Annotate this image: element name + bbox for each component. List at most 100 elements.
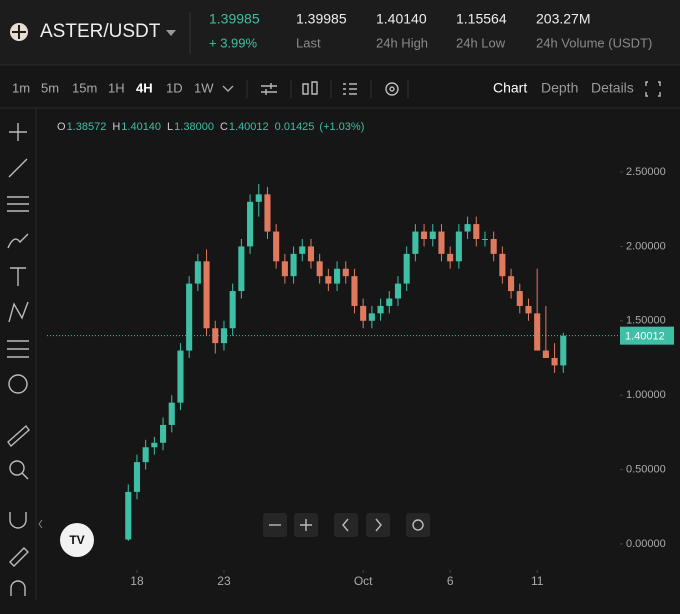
y-tick-label: 2.50000: [626, 166, 666, 178]
candle-body: [142, 447, 149, 463]
x-tick-label: Oct: [354, 574, 373, 588]
legend-label: C: [220, 121, 228, 133]
interval[interactable]: 1D: [166, 80, 183, 95]
candle-body: [394, 283, 402, 299]
candle-body: [203, 261, 210, 329]
candle-body: [255, 194, 262, 202]
candle-body: [481, 238, 489, 240]
candle-body: [360, 305, 367, 321]
legend-value: 1.38572: [67, 121, 107, 133]
tab[interactable]: Depth: [541, 80, 578, 96]
candle-body: [499, 253, 506, 277]
legend-label: H: [112, 121, 120, 133]
stat-label: Last: [296, 35, 321, 50]
candle-body: [542, 350, 549, 359]
ohlc-legend: O 1.38572 H 1.40140 L 1.38000 C 1.40012 0.01425 (…: [57, 121, 364, 133]
candle-body: [551, 358, 558, 366]
x-tick-label: 23: [217, 574, 231, 588]
candle-body: [229, 291, 236, 329]
y-tick-label: 1.50000: [626, 315, 666, 327]
stat-value: 1.40140: [376, 11, 427, 27]
legend-change-pct: (+1.03%): [319, 121, 364, 133]
candle-body: [342, 268, 349, 277]
pair-caret[interactable]: [166, 30, 176, 36]
interval[interactable]: 1H: [108, 80, 125, 95]
legend-value: 1.40012: [229, 121, 269, 133]
candle-body: [307, 246, 315, 262]
legend-label: L: [167, 121, 173, 133]
candle-body: [299, 246, 306, 254]
x-tick-label: 11: [531, 574, 544, 588]
candle-body: [438, 231, 445, 254]
stat-label: 24h Volume (USDT): [536, 35, 652, 50]
candle-body: [534, 313, 541, 351]
candle-body: [177, 350, 184, 403]
chart-controls[interactable]: [263, 513, 430, 537]
price: 1.39985: [209, 11, 260, 27]
candle-body: [464, 224, 471, 232]
header-bar: [0, 0, 680, 65]
candle-body: [273, 231, 280, 262]
candle-body: [516, 291, 523, 306]
candle-body: [412, 231, 419, 254]
candle-body: [429, 231, 436, 239]
interval[interactable]: 4H: [136, 80, 153, 95]
candle-body: [125, 491, 132, 540]
candle-body: [264, 194, 271, 232]
candle-body: [247, 201, 254, 247]
svg-text:TV: TV: [69, 533, 84, 547]
stat-label: 24h High: [376, 35, 428, 50]
candle-body: [386, 298, 393, 306]
y-tick-label: 1.00000: [626, 389, 666, 401]
stat-value: 1.15564: [456, 11, 507, 27]
price-label: 1.40012: [625, 331, 665, 343]
stats: 1.39985 Last 1.40140 24h High 1.15564 24h Low…: [296, 11, 652, 51]
candle-body: [151, 442, 158, 448]
tab[interactable]: Chart: [493, 80, 527, 96]
interval[interactable]: 1m: [12, 80, 30, 95]
candle-body: [186, 283, 193, 351]
tab[interactable]: Details: [591, 80, 634, 96]
candle-body: [377, 305, 384, 314]
candle-body: [238, 246, 245, 292]
y-tick-label: 2.00000: [626, 240, 666, 252]
candle-body: [490, 238, 497, 254]
x-tick-label: 18: [130, 574, 144, 588]
candle-body: [290, 253, 297, 277]
interval[interactable]: 15m: [72, 80, 97, 95]
stat-label: 24h Low: [456, 35, 506, 50]
candle-body: [160, 424, 167, 443]
candle-body: [168, 402, 175, 425]
candle-body: [351, 276, 358, 306]
candle-body: [525, 305, 532, 314]
candle-body: [220, 328, 228, 344]
x-tick-label: 6: [447, 574, 454, 588]
candle-body: [447, 253, 454, 262]
candle-body: [473, 224, 480, 239]
candle-body: [368, 313, 375, 321]
candle-body: [194, 261, 201, 284]
candle-body: [133, 462, 141, 492]
candle-body: [560, 335, 567, 366]
toolbar-icons: [246, 80, 661, 98]
candle-body: [316, 261, 323, 277]
legend-change: 0.01425: [275, 121, 315, 133]
candle-body: [325, 276, 332, 284]
toolbar: 1m 5m 15m 1H 4H 1D 1W Chart Depth Details: [12, 80, 634, 96]
plot: 0.00000 0.50000 1.00000 1.50000 2.00000 2.500…: [47, 166, 674, 588]
interval-dropdown[interactable]: [222, 85, 234, 92]
price-label-box: [620, 326, 674, 345]
candle-body: [281, 261, 288, 277]
pair[interactable]: ASTER/USDT: [40, 21, 161, 42]
stat-value: 203.27M: [536, 11, 590, 27]
interval[interactable]: 5m: [41, 80, 59, 95]
legend-value: 1.40140: [121, 121, 161, 133]
drawing-tools[interactable]: [7, 123, 43, 596]
coin-icon-mark: [12, 25, 26, 39]
y-tick-label: 0.50000: [626, 463, 666, 475]
candle-body: [334, 268, 341, 284]
interval[interactable]: 1W: [194, 80, 214, 95]
candle-body: [508, 276, 515, 292]
